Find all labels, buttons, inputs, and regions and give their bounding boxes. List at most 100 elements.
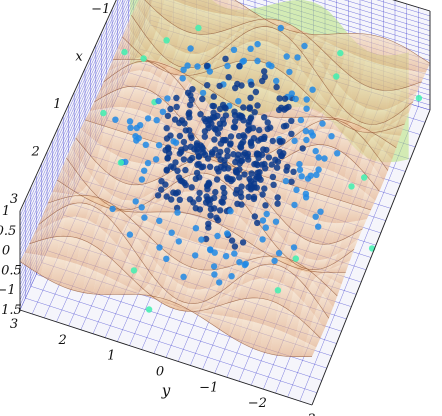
data-point [201, 115, 208, 123]
y-tick: −1 [199, 380, 218, 395]
surface-cell [341, 51, 356, 77]
surface-cell [326, 279, 342, 297]
surface-cell [158, 287, 174, 304]
surface-cell [85, 204, 101, 225]
surface-cell [384, 119, 399, 131]
surface-cell [345, 33, 360, 56]
data-point [176, 196, 183, 203]
data-point [248, 170, 255, 177]
data-point [207, 205, 215, 213]
surface-cell [259, 324, 275, 354]
surface-cell [166, 299, 181, 308]
surface-cell [76, 239, 92, 268]
surface-cell [167, 256, 183, 284]
surface-cell [286, 228, 302, 253]
surface-cell [121, 132, 137, 162]
surface-cell [120, 210, 136, 219]
data-point [163, 255, 170, 262]
surface-cell [115, 210, 131, 225]
grid-line [295, 0, 431, 41]
data-point [186, 109, 193, 116]
surface-cell [112, 179, 127, 200]
z-tick: 1 [2, 204, 10, 219]
data-point [265, 61, 272, 68]
surface-cell [29, 227, 45, 244]
surface-cell [257, 26, 273, 42]
grid-line [19, 0, 133, 246]
surface-cell [316, 274, 332, 286]
surface-cell [347, 76, 362, 104]
surface-cell [232, 214, 248, 239]
surface-cell [43, 199, 59, 215]
data-point [179, 75, 186, 82]
data-point [240, 151, 247, 159]
surface-cell [147, 163, 163, 184]
surface-cell [188, 267, 203, 290]
surface-cell [280, 201, 296, 229]
surface-cell [152, 263, 168, 288]
surface-cell [274, 304, 290, 333]
data-point [195, 24, 202, 32]
surface-cell [374, 125, 389, 133]
surface-cell [312, 276, 327, 294]
data-point [228, 273, 235, 280]
surface-cell [368, 122, 383, 132]
surface-cell [80, 196, 95, 205]
surface-cell [106, 220, 122, 245]
surface-cell [266, 19, 282, 22]
data-point [247, 94, 254, 102]
surface-cell [270, 117, 285, 138]
data-point [206, 246, 214, 253]
surface-cell [90, 123, 106, 146]
data-point [241, 171, 248, 178]
data-point [181, 120, 188, 127]
surface-cell [132, 183, 148, 201]
surface-cell [293, 146, 309, 167]
surface-cell [210, 130, 226, 154]
surface-cell [100, 126, 116, 153]
surface-cell [322, 70, 337, 96]
surface-cell [86, 175, 102, 197]
surface-cell [252, 236, 268, 252]
surface-cell [170, 0, 186, 29]
data-point [194, 63, 201, 70]
surface-cell [315, 193, 331, 223]
data-point [256, 126, 263, 134]
data-point [126, 118, 134, 125]
surface-cell [370, 130, 385, 133]
surface-cell [301, 215, 316, 243]
surface-cell [157, 248, 172, 275]
surface-cell [195, 304, 211, 312]
data-point [254, 219, 261, 227]
surface-cell [308, 128, 323, 147]
data-point [144, 159, 152, 167]
data-point [348, 183, 355, 190]
data-point [298, 173, 305, 180]
data-point [171, 116, 179, 123]
surface-cell [316, 49, 332, 71]
data-point [304, 175, 312, 182]
data-point [235, 98, 242, 105]
data-point [292, 95, 299, 103]
surface-cell [371, 134, 387, 149]
data-point [203, 193, 210, 200]
surface-cell [112, 48, 128, 60]
surface-cell [170, 304, 186, 312]
data-point [261, 68, 268, 75]
surface-cell [309, 100, 324, 114]
data-point [237, 157, 245, 165]
surface-cell [290, 209, 306, 237]
surface-cell [333, 246, 349, 264]
surface-cell [377, 90, 392, 111]
data-point [206, 68, 213, 75]
surface-cell [131, 5, 147, 30]
data-point [264, 125, 271, 133]
scatter-points [100, 24, 423, 313]
surface-cell [53, 196, 69, 208]
surface-cell [146, 43, 162, 62]
data-point [210, 263, 218, 270]
surface-cell [372, 109, 388, 125]
surface-cell [317, 243, 332, 261]
surface-cell [280, 332, 296, 357]
surface-cell [159, 68, 175, 88]
